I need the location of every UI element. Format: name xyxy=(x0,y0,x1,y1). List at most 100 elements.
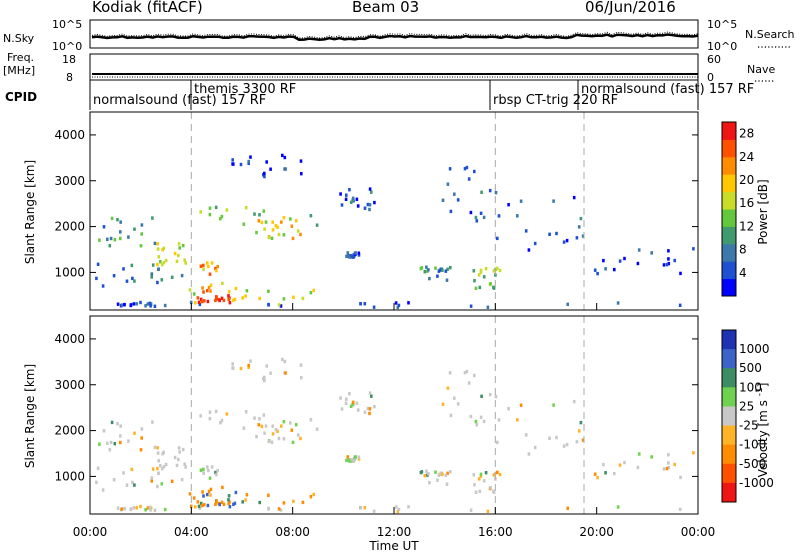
echo-cell xyxy=(150,476,154,480)
echo-cell xyxy=(177,446,181,450)
echo-cell xyxy=(274,428,278,432)
echo-cell xyxy=(146,506,150,510)
echo-cell xyxy=(354,455,357,459)
echo-cell xyxy=(351,402,354,406)
echo-cell xyxy=(196,500,200,504)
y-tick-label: 2000 xyxy=(54,424,85,438)
echo-cell xyxy=(233,297,237,301)
echo-cell xyxy=(140,223,144,227)
echo-cell xyxy=(478,489,482,494)
echo-cell xyxy=(132,302,136,306)
echo-cell xyxy=(201,286,204,290)
echo-cell xyxy=(214,470,217,475)
echo-cell xyxy=(679,271,682,276)
echo-cell xyxy=(156,451,160,455)
echo-cell xyxy=(565,238,569,243)
echo-cell xyxy=(616,301,620,305)
echo-cell xyxy=(347,458,351,463)
echo-cell xyxy=(276,225,279,229)
echo-cell xyxy=(157,267,160,271)
velocity-panel: 1000 2000 3000 4000 Slant Range [km] 1000 50… xyxy=(23,315,774,515)
echo-cell xyxy=(131,480,134,485)
echo-cell xyxy=(215,268,218,273)
velocity-colorbar-label: Velocity [m s -1] xyxy=(755,383,770,478)
power-echo-cells xyxy=(95,153,695,310)
echo-cell xyxy=(469,304,473,308)
echo-cell xyxy=(456,198,460,202)
echo-cell xyxy=(208,206,212,210)
colorbar-segment xyxy=(722,243,736,262)
echo-cell xyxy=(581,234,585,238)
echo-cell xyxy=(180,273,184,278)
station-title: Kodiak (fitACF) xyxy=(92,0,203,16)
echo-cell xyxy=(425,265,428,269)
echo-cell xyxy=(264,424,268,428)
echo-cell xyxy=(119,236,122,241)
echo-cell xyxy=(207,489,211,494)
echo-cell xyxy=(178,246,181,250)
echo-cell xyxy=(239,162,243,167)
echo-cell xyxy=(480,190,483,194)
echo-cell xyxy=(216,264,219,269)
nsky-tick-top: 10^5 xyxy=(52,18,82,31)
echo-cell xyxy=(188,288,192,292)
echo-cell xyxy=(282,420,286,424)
echo-cell xyxy=(299,363,303,367)
echo-cell xyxy=(269,167,272,171)
echo-cell xyxy=(492,269,496,273)
echo-cell xyxy=(220,500,224,504)
echo-cell xyxy=(345,254,348,259)
echo-cell xyxy=(484,471,488,475)
colorbar-segment xyxy=(722,444,736,465)
echo-cell xyxy=(258,500,261,505)
date-title: 06/Jun/2016 xyxy=(585,0,676,16)
echo-cell xyxy=(366,202,370,207)
echo-cell xyxy=(678,303,682,307)
echo-cell xyxy=(370,190,373,194)
echo-cell xyxy=(277,303,281,307)
echo-cell xyxy=(184,261,187,265)
colorbar-segment xyxy=(722,278,736,297)
echo-cell xyxy=(446,267,449,271)
echo-cell xyxy=(201,490,204,494)
colorbar-segment xyxy=(722,482,736,503)
echo-cell xyxy=(602,462,605,467)
echo-cell xyxy=(102,429,106,433)
echo-cell xyxy=(183,258,186,262)
echo-cell xyxy=(357,455,361,459)
echo-cell xyxy=(446,386,450,390)
echo-cell xyxy=(436,274,439,278)
echo-cell xyxy=(253,416,256,420)
echo-cell xyxy=(370,394,373,398)
echo-cell xyxy=(227,294,230,298)
echo-cell xyxy=(218,502,221,507)
nsky-tick-bottom: 10^0 xyxy=(52,40,82,53)
echo-cell xyxy=(437,269,441,273)
echo-cell xyxy=(264,220,268,224)
echo-cell xyxy=(469,508,473,512)
echo-cell xyxy=(109,440,113,445)
echo-cell xyxy=(300,172,303,176)
echo-cell xyxy=(349,404,353,408)
velocity-y-axis: 1000 2000 3000 4000 xyxy=(54,332,698,483)
echo-cell xyxy=(271,424,274,428)
power-colorbar-label: Power [dB] xyxy=(756,179,770,244)
echo-cell xyxy=(494,190,498,195)
echo-cell xyxy=(202,267,205,271)
echo-cell xyxy=(678,507,682,511)
echo-cell xyxy=(265,364,268,368)
echo-cell xyxy=(359,302,362,306)
echo-cell xyxy=(486,305,490,309)
echo-cell xyxy=(613,267,616,272)
cpid-label: CPID xyxy=(5,90,37,104)
echo-cell xyxy=(555,435,558,440)
echo-cell xyxy=(119,230,122,234)
echo-cell xyxy=(497,418,501,422)
echo-cell xyxy=(95,276,98,281)
echo-cell xyxy=(372,305,376,309)
colorbar-tick-label: 1000 xyxy=(739,342,770,356)
echo-cell xyxy=(562,444,566,448)
echo-cell xyxy=(281,153,284,158)
echo-cell xyxy=(533,445,537,450)
echo-cell xyxy=(153,508,157,512)
